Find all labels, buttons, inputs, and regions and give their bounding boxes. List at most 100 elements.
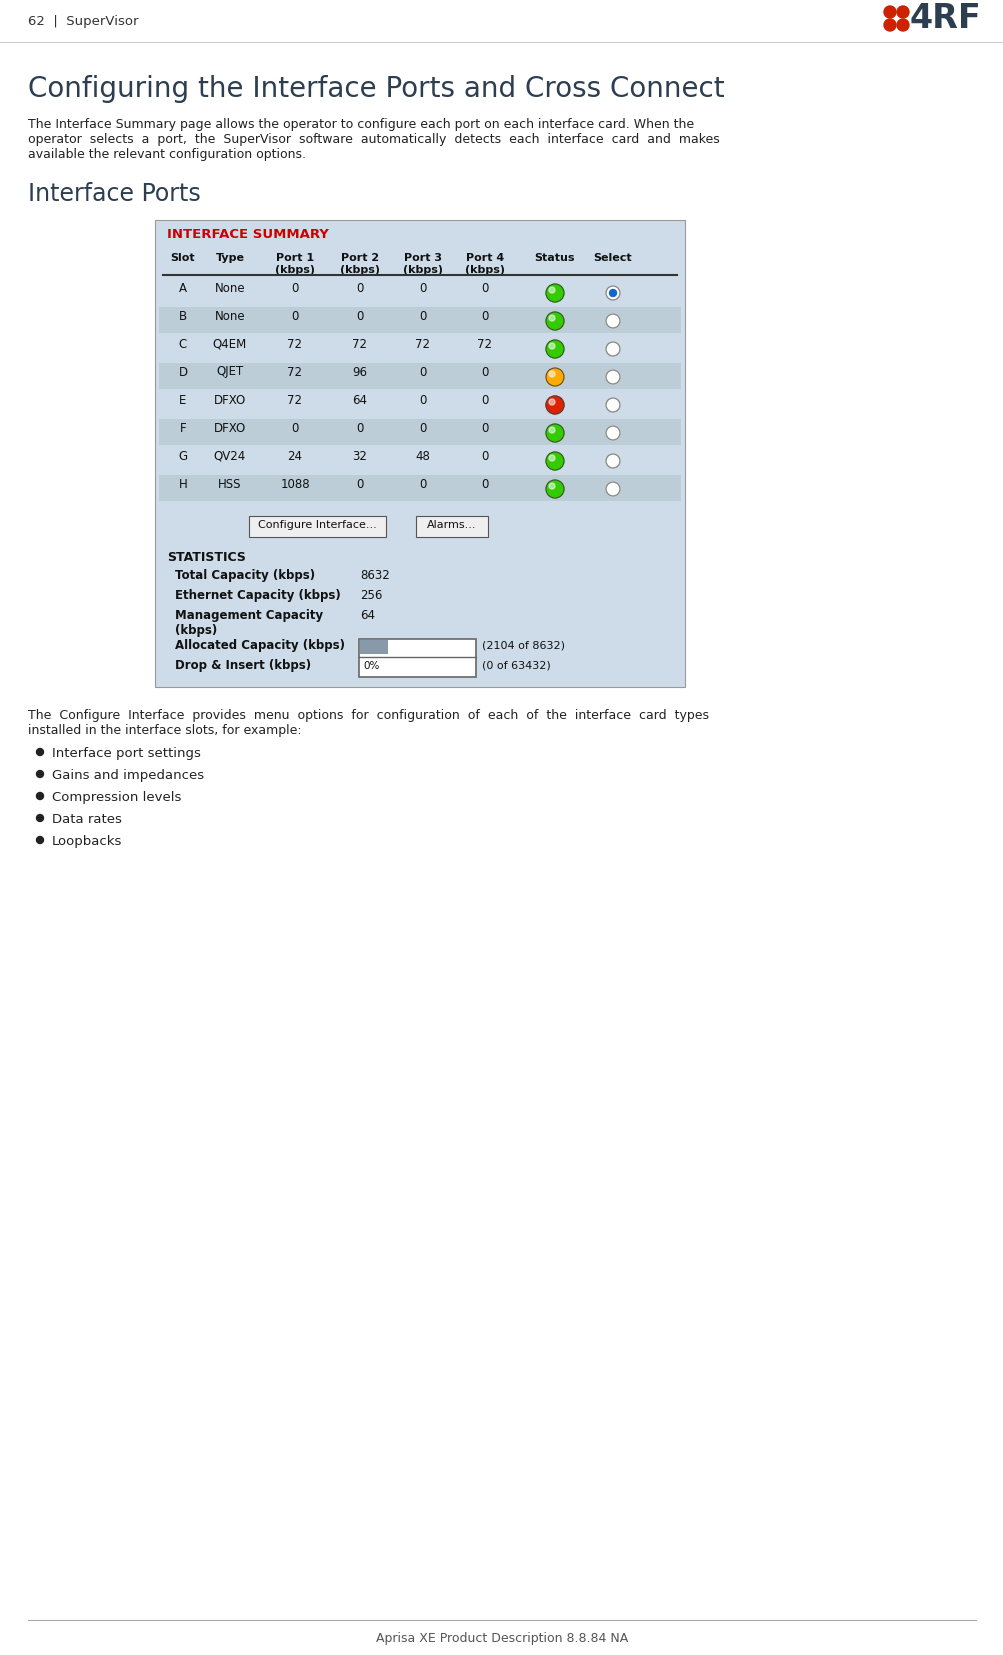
Text: Allocated Capacity (kbps): Allocated Capacity (kbps) — [175, 639, 345, 652]
Text: Interface port settings: Interface port settings — [52, 746, 201, 760]
Text: Compression levels: Compression levels — [52, 791, 182, 804]
Circle shape — [549, 314, 555, 321]
Text: 256: 256 — [360, 589, 382, 602]
Text: 0%: 0% — [363, 660, 379, 670]
Circle shape — [606, 343, 620, 356]
Circle shape — [606, 314, 620, 328]
Text: 0: 0 — [480, 478, 488, 490]
Text: 0: 0 — [356, 422, 363, 435]
Text: Loopbacks: Loopbacks — [52, 836, 122, 847]
Text: 1088: 1088 — [280, 478, 310, 490]
Circle shape — [549, 483, 555, 488]
Text: B: B — [179, 309, 187, 323]
Circle shape — [546, 424, 564, 442]
Text: H: H — [179, 478, 188, 490]
Text: Port 2
(kbps): Port 2 (kbps) — [340, 253, 379, 275]
FancyBboxPatch shape — [154, 220, 684, 687]
Text: Port 3
(kbps): Port 3 (kbps) — [402, 253, 442, 275]
Text: The  Configure  Interface  provides  menu  options  for  configuration  of  each: The Configure Interface provides menu op… — [28, 708, 708, 722]
Text: 72: 72 — [287, 338, 302, 351]
Text: 64: 64 — [360, 609, 375, 622]
Text: A: A — [179, 281, 187, 295]
Text: Aprisa XE Product Description 8.8.84 NA: Aprisa XE Product Description 8.8.84 NA — [375, 1632, 628, 1645]
Text: 96: 96 — [352, 366, 367, 379]
Text: The Interface Summary page allows the operator to configure each port on each in: The Interface Summary page allows the op… — [28, 118, 693, 131]
FancyBboxPatch shape — [360, 640, 387, 654]
Circle shape — [546, 480, 564, 498]
Circle shape — [606, 425, 620, 440]
Circle shape — [549, 427, 555, 434]
Circle shape — [546, 313, 564, 329]
Circle shape — [549, 286, 555, 293]
Text: F: F — [180, 422, 187, 435]
Text: installed in the interface slots, for example:: installed in the interface slots, for ex… — [28, 723, 301, 736]
Text: 72: 72 — [352, 338, 367, 351]
Text: 24: 24 — [287, 450, 302, 462]
Text: Configuring the Interface Ports and Cross Connect: Configuring the Interface Ports and Cros… — [28, 74, 724, 103]
Text: 0: 0 — [480, 309, 488, 323]
Circle shape — [606, 286, 620, 300]
Text: None: None — [215, 281, 245, 295]
Text: 0: 0 — [480, 450, 488, 462]
Text: 0: 0 — [291, 422, 298, 435]
Circle shape — [546, 367, 564, 386]
Text: 62  |  SuperVisor: 62 | SuperVisor — [28, 15, 138, 28]
Text: INTERFACE SUMMARY: INTERFACE SUMMARY — [166, 228, 329, 242]
Text: 4RF: 4RF — [909, 2, 981, 35]
Text: 32: 32 — [352, 450, 367, 462]
Text: 0: 0 — [291, 309, 298, 323]
Text: 0: 0 — [480, 281, 488, 295]
Circle shape — [546, 339, 564, 357]
Text: 0: 0 — [419, 422, 426, 435]
Text: E: E — [180, 394, 187, 407]
Text: 0: 0 — [480, 422, 488, 435]
Text: (0 of 63432): (0 of 63432) — [481, 660, 551, 670]
Text: Slot: Slot — [171, 253, 196, 263]
Text: 24%: 24% — [363, 640, 386, 650]
Circle shape — [896, 18, 908, 31]
FancyBboxPatch shape — [158, 419, 680, 445]
Text: 0: 0 — [356, 478, 363, 490]
Text: C: C — [179, 338, 187, 351]
Circle shape — [883, 18, 895, 31]
FancyBboxPatch shape — [359, 639, 475, 677]
Text: 0: 0 — [480, 366, 488, 379]
Text: (2104 of 8632): (2104 of 8632) — [481, 640, 565, 650]
FancyBboxPatch shape — [158, 362, 680, 389]
FancyBboxPatch shape — [415, 516, 487, 536]
Text: operator  selects  a  port,  the  SuperVisor  software  automatically  detects  : operator selects a port, the SuperVisor … — [28, 132, 719, 146]
Circle shape — [549, 343, 555, 349]
Text: 0: 0 — [419, 394, 426, 407]
Circle shape — [549, 399, 555, 405]
Text: 0: 0 — [419, 281, 426, 295]
Text: 0: 0 — [419, 309, 426, 323]
Text: Alarms...: Alarms... — [427, 520, 476, 530]
Circle shape — [896, 7, 908, 18]
Circle shape — [606, 371, 620, 384]
Text: 0: 0 — [356, 281, 363, 295]
Text: 72: 72 — [287, 366, 302, 379]
Text: 0: 0 — [480, 394, 488, 407]
Text: None: None — [215, 309, 245, 323]
Text: QV24: QV24 — [214, 450, 246, 462]
FancyBboxPatch shape — [158, 306, 680, 333]
Text: HSS: HSS — [218, 478, 242, 490]
Text: 64: 64 — [352, 394, 367, 407]
Circle shape — [883, 7, 895, 18]
Circle shape — [546, 452, 564, 470]
Text: Q4EM: Q4EM — [213, 338, 247, 351]
Text: 0: 0 — [356, 309, 363, 323]
Text: 0: 0 — [291, 281, 298, 295]
Circle shape — [546, 396, 564, 414]
Circle shape — [546, 285, 564, 301]
Circle shape — [606, 453, 620, 468]
Text: 48: 48 — [415, 450, 430, 462]
Text: Interface Ports: Interface Ports — [28, 182, 201, 205]
Text: Drop & Insert (kbps): Drop & Insert (kbps) — [175, 659, 311, 672]
Text: Total Capacity (kbps): Total Capacity (kbps) — [175, 569, 315, 583]
Circle shape — [36, 836, 43, 844]
Circle shape — [606, 397, 620, 412]
Circle shape — [609, 290, 616, 296]
Circle shape — [36, 771, 43, 778]
Circle shape — [549, 455, 555, 462]
